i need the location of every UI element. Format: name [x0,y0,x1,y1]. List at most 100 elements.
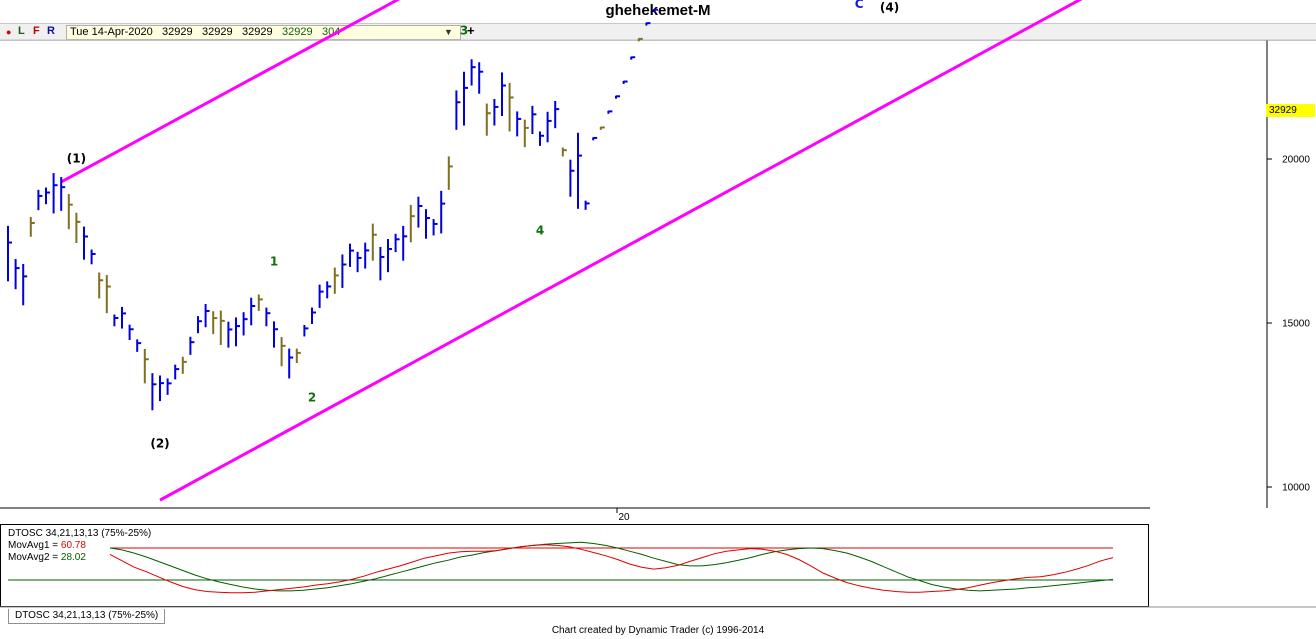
price-bar [83,226,88,260]
price-bar [280,337,286,367]
price-bar [235,317,240,347]
price-bar [136,339,142,352]
movavg2-value: 28.02 [60,552,86,563]
price-bar [561,147,567,157]
price-bar [523,119,529,148]
price-bar [166,378,172,395]
price-bar [113,314,119,327]
bar-high: 32929 [202,26,233,38]
bar-change: 304 [322,26,341,38]
price-bar [599,126,605,130]
price-bar [250,297,256,326]
price-bar [333,267,339,294]
wave-label: 2 [308,391,316,405]
price-bar [318,284,324,308]
price-bar [592,136,598,141]
price-bar [425,209,430,239]
price-bar [143,348,149,384]
price-bar [432,219,438,236]
price-bar [14,259,20,290]
price-bar [417,196,423,228]
price-bar [607,110,613,114]
price-bar [60,177,66,211]
upper-channel-line [60,0,401,184]
wave-label: C [855,0,864,11]
oscillator-name: DTOSC 34,21,13,13 (75%-25%) [8,528,152,539]
price-bar [470,59,476,86]
price-bar [508,82,514,132]
price-bar [159,375,164,402]
price-bar [121,306,126,329]
wave-label: (1) [67,151,86,165]
price-bar [75,212,81,243]
price-bar [151,373,157,411]
price-bar [288,348,294,379]
price-bar [455,90,461,130]
price-bar [394,233,400,253]
price-bar [478,62,484,94]
price-bar [22,263,28,306]
price-bar [379,246,385,281]
price-bar [295,348,301,364]
price-bar [402,225,408,261]
price-bar [637,37,643,42]
price-bar [516,111,522,137]
price-bar [219,310,225,345]
price-bar [630,56,636,60]
last-price-flag: 32929 [1266,104,1315,117]
wave-label: (2) [150,437,169,451]
price-bar [463,71,468,126]
add-button[interactable]: + [467,23,475,38]
y-tick-label: 15000 [1282,319,1310,330]
wave-label: 3 [460,23,468,37]
movavg1-value: 60.78 [60,540,86,551]
wave-label: 1 [270,255,278,269]
price-bar [311,307,316,324]
y-tick-label: 20000 [1282,155,1310,166]
price-bar [67,194,73,230]
price-bar [98,272,104,299]
price-bar [128,324,134,341]
price-bar [554,100,560,129]
price-bar [615,95,620,99]
movavg1-line [109,544,1114,594]
movavg2-readout: MovAvg2 = 28.02 [8,552,86,564]
price-bar [181,356,187,374]
price-bar [273,321,278,348]
dropdown-arrow-icon[interactable]: ▼ [444,27,453,37]
price-bar [257,294,263,311]
x-tick-label: 20 [618,512,630,523]
bar-date: Tue 14-Apr-2020 [70,26,153,38]
bar-close: 32929 [282,26,313,38]
price-bar [7,225,12,282]
price-bar [539,131,544,146]
toolbar-button-l[interactable]: L [18,25,25,37]
record-dot-icon[interactable]: ● [6,27,12,37]
price-bar [189,336,195,355]
footer-credit: Chart created by Dynamic Trader (c) 1996… [551,625,765,636]
movavg2-line [109,541,1114,592]
price-bar [356,251,362,273]
toolbar: ● L F R Tue 14-Apr-2020 32929 32929 3292… [0,23,1316,41]
price-bar [577,132,582,209]
price-bar [174,364,180,380]
price-bar [569,159,575,197]
toolbar-button-f[interactable]: F [33,25,40,37]
movavg2-label: MovAvg2 = [8,552,61,563]
price-bar [303,324,309,337]
price-bar [29,217,35,237]
price-bar [531,105,537,135]
price-bar [265,307,271,327]
price-bar [364,242,370,269]
toolbar-button-r[interactable]: R [47,25,55,37]
price-bar [485,103,491,136]
price-bar [197,316,202,334]
price-bar [653,8,658,13]
movavg1-label: MovAvg1 = [8,540,61,551]
price-bar [227,321,233,348]
price-bar [105,275,111,314]
tab-oscillator[interactable]: DTOSC 34,21,13,13 (75%-25%) [8,609,166,624]
price-bar [409,204,415,243]
wave-label: 4 [536,223,544,237]
